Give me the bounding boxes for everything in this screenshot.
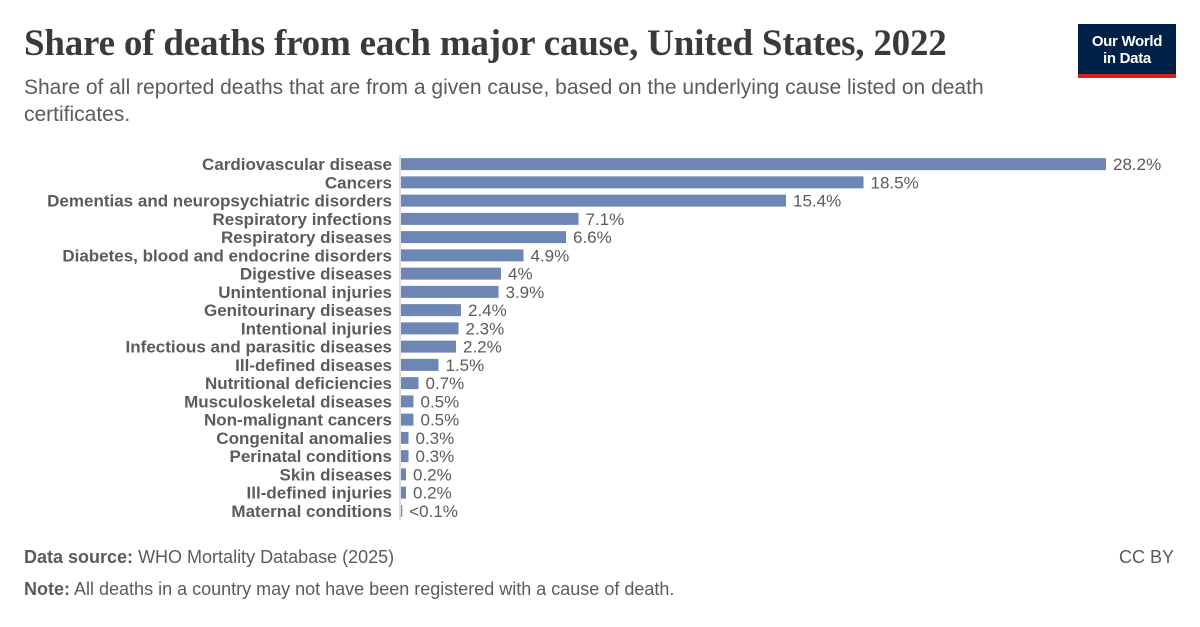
value-label: 0.3% [416,447,455,466]
category-label: Genitourinary diseases [204,301,392,320]
category-label: Respiratory diseases [221,228,392,247]
value-label: 1.5% [446,356,485,375]
value-label: 0.7% [426,374,465,393]
value-label: 2.4% [468,301,507,320]
value-label: 15.4% [793,192,841,211]
category-label: Cardiovascular disease [202,155,392,174]
category-label: Musculoskeletal diseases [184,392,392,411]
category-label: Dementias and neuropsychiatric disorders [47,192,392,211]
category-label: Diabetes, blood and endocrine disorders [62,246,392,265]
category-label: Unintentional injuries [218,283,392,302]
chart-subtitle: Share of all reported deaths that are fr… [24,76,984,126]
category-label: Respiratory infections [213,210,393,229]
value-label: 28.2% [1113,155,1161,174]
category-label: Nutritional deficiencies [205,374,392,393]
chart-title: Share of deaths from each major cause, U… [24,23,947,64]
category-label: Congenital anomalies [216,429,392,448]
chart-note: Note: All deaths in a country may not ha… [24,579,674,600]
value-label: 6.6% [573,228,612,247]
value-label: 4.9% [531,246,570,265]
value-label: 0.2% [413,484,452,503]
value-label: 2.3% [466,319,505,338]
category-label: Perinatal conditions [230,447,392,466]
value-label: 3.9% [506,283,545,302]
bar[interactable] [401,267,501,280]
bar[interactable] [401,340,456,353]
value-label: 18.5% [871,173,919,192]
value-label: 4% [508,265,533,284]
data-source: Data source: WHO Mortality Database (202… [24,547,394,568]
bar[interactable] [401,158,1106,171]
bar[interactable] [401,194,786,207]
bar[interactable] [401,486,406,499]
note-text: All deaths in a country may not have bee… [74,579,675,599]
bar[interactable] [401,395,414,408]
note-label: Note: [24,579,70,599]
bar[interactable] [401,304,461,317]
bar[interactable] [401,176,864,189]
data-source-link[interactable]: WHO Mortality Database (2025) [138,547,395,567]
data-source-label: Data source: [24,547,134,567]
category-label: Cancers [325,173,392,192]
bar[interactable] [401,249,524,262]
owid-logo[interactable]: Our World in Data [1078,24,1176,78]
license-link[interactable]: CC BY [1118,547,1174,567]
bar[interactable] [401,450,409,463]
value-label: 2.2% [463,338,502,357]
bar-chart: Cardiovascular disease 28.2% Cancers 18.5% D… [47,155,1161,521]
category-label: Skin diseases [280,465,392,484]
value-label: <0.1% [409,502,458,521]
bar[interactable] [401,358,439,371]
bar[interactable] [401,377,419,390]
value-label: 0.2% [413,465,452,484]
category-label: Ill-defined diseases [235,356,392,375]
bar[interactable] [401,504,403,517]
bar[interactable] [401,231,566,244]
category-label: Ill-defined injuries [247,484,392,503]
logo-line-2: in Data [1103,50,1151,67]
value-label: 7.1% [586,210,625,229]
value-label: 0.3% [416,429,455,448]
logo-line-1: Our World [1091,33,1163,50]
category-label: Infectious and parasitic diseases [126,338,392,357]
bar[interactable] [401,285,499,298]
bar[interactable] [401,431,409,444]
category-label: Maternal conditions [231,502,392,521]
category-label: Intentional injuries [241,319,392,338]
category-label: Digestive diseases [240,265,392,284]
value-label: 0.5% [421,392,460,411]
bar[interactable] [401,212,579,225]
bar[interactable] [401,322,459,335]
bar[interactable] [401,468,406,481]
value-label: 0.5% [421,411,460,430]
bar[interactable] [401,413,414,426]
category-label: Non-malignant cancers [204,411,392,430]
